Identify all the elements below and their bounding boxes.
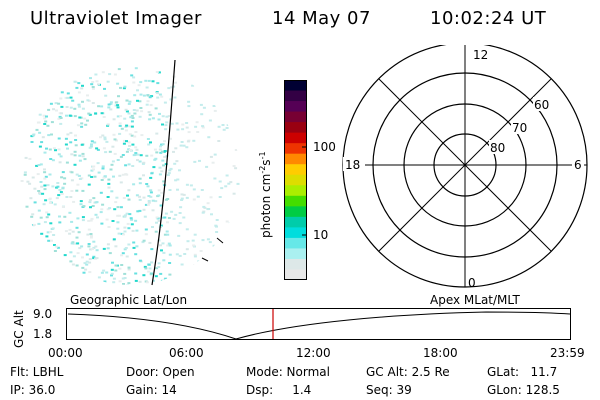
door-value: Door: Open xyxy=(126,365,195,379)
filter-value: Flt: LBHL xyxy=(10,365,64,379)
date-label: 14 May 07 xyxy=(272,8,371,29)
dsp-value: Dsp: 1.4 xyxy=(246,383,312,397)
timeline-frame xyxy=(66,308,571,340)
time-tick-0600: 06:00 xyxy=(169,346,204,360)
colorbar-tick-10: 10 xyxy=(313,228,329,242)
colorbar-tick-100: 100 xyxy=(313,140,336,154)
lat-label-80: 80 xyxy=(490,141,505,155)
uv-image-panel xyxy=(20,59,240,286)
time-tick-2359: 23:59 xyxy=(550,346,585,360)
gc-alt-value: GC Alt: 2.5 Re xyxy=(366,365,450,379)
lat-label-60: 60 xyxy=(534,98,549,112)
mlt-label-18: 18 xyxy=(345,158,360,172)
time-tick-1200: 12:00 xyxy=(296,346,331,360)
geographic-coords-label: Geographic Lat/Lon xyxy=(70,293,188,307)
time-tick-1800: 18:00 xyxy=(423,346,458,360)
mlt-label-12: 12 xyxy=(473,48,488,62)
ip-value: IP: 36.0 xyxy=(10,383,56,397)
limb-mark-2 xyxy=(201,257,209,262)
terminator-line xyxy=(151,59,176,286)
altitude-curve xyxy=(67,311,571,340)
time-tick-0000: 00:00 xyxy=(48,346,83,360)
colorbar-unit-label: photon cm-2s-1 xyxy=(258,151,273,238)
glon-value: GLon: 128.5 xyxy=(487,383,560,397)
color-bar xyxy=(284,80,307,280)
gain-value: Gain: 14 xyxy=(126,383,177,397)
y-tick-9: 9.0 xyxy=(33,307,53,321)
altitude-timeline xyxy=(66,308,571,340)
mode-value: Mode: Normal xyxy=(246,365,330,379)
instrument-title: Ultraviolet Imager xyxy=(30,8,202,29)
mlt-label-0: 0 xyxy=(468,276,476,290)
y-tick-1-8: 1.8 xyxy=(33,327,53,341)
polar-grid: 12 18 6 0 60 70 80 xyxy=(342,45,588,290)
time-label: 10:02:24 UT xyxy=(430,8,547,29)
uv-emission-pixels xyxy=(20,67,240,285)
meridian-diag-2 xyxy=(378,78,552,252)
gc-alt-axis-label: GC Alt xyxy=(12,310,26,348)
seq-value: Seq: 39 xyxy=(366,383,412,397)
glat-value: GLat: 11.7 xyxy=(487,365,558,379)
lat-label-70: 70 xyxy=(512,121,527,135)
mlt-label-6: 6 xyxy=(574,158,582,172)
apex-coords-label: Apex MLat/MLT xyxy=(430,293,520,307)
limb-mark xyxy=(216,237,224,244)
